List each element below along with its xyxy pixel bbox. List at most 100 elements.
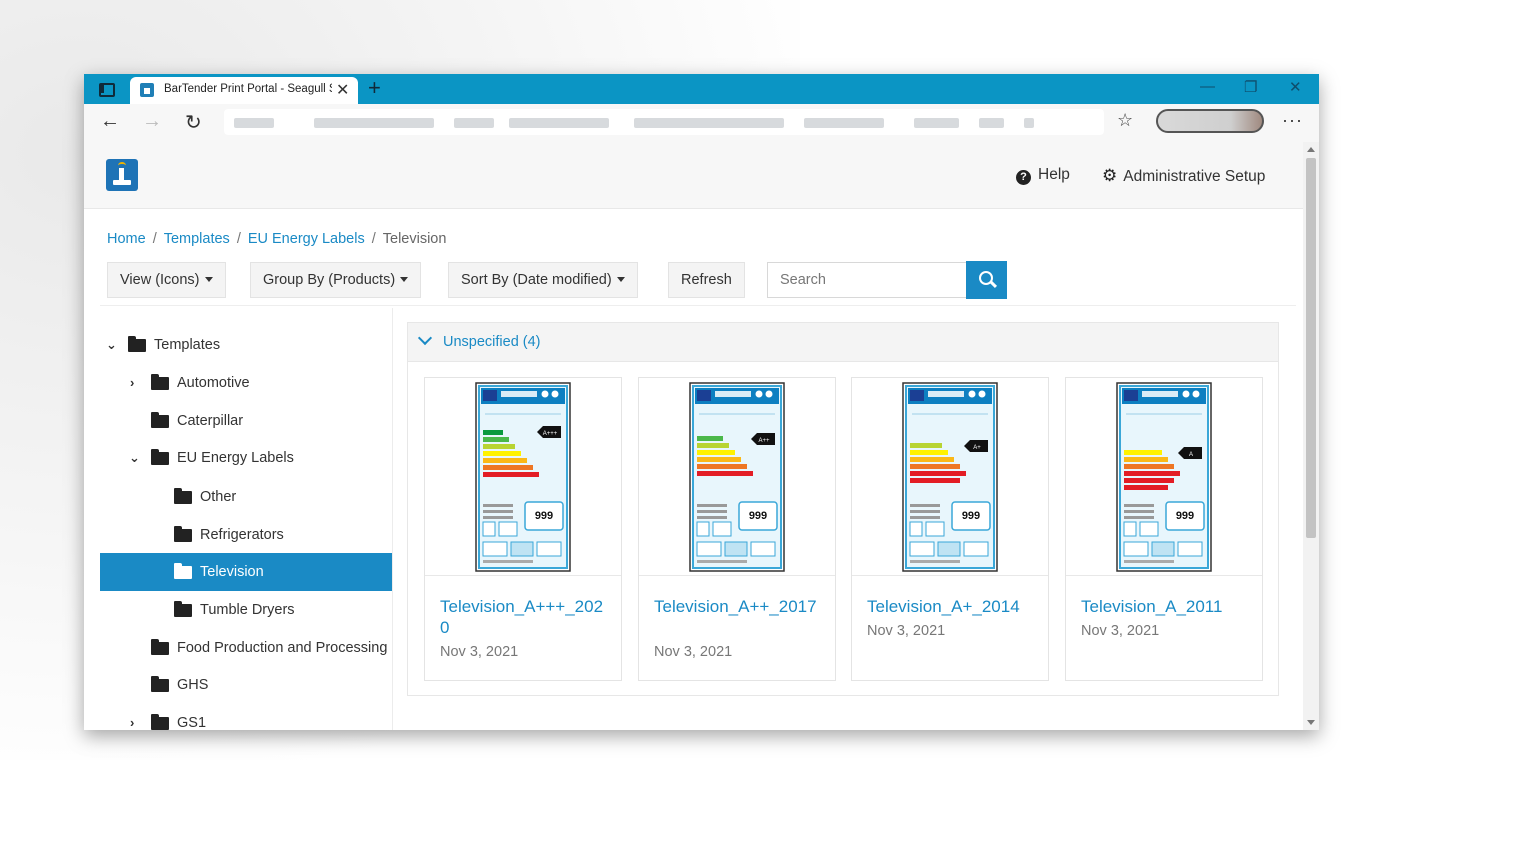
sort-by-dropdown[interactable]: Sort By (Date modified) [448,262,638,298]
group-title: Unspecified (4) [443,334,541,350]
energy-value: 999 [1176,510,1194,522]
tree-item-other[interactable]: Other [100,478,392,516]
template-card[interactable]: A+++ 999 Television_A+++_2020 Nov 3, 202… [424,377,622,681]
back-button[interactable]: ← [100,110,120,132]
folder-icon [151,449,169,465]
view-dropdown[interactable]: View (Icons) [107,262,226,298]
bartender-logo-icon[interactable] [106,159,138,191]
tree-item-food-production[interactable]: Food Production and Processing [100,629,392,667]
tab-title: BarTender Print Portal - Seagull S [164,83,332,95]
url-field[interactable] [224,109,1104,135]
folder-icon [128,336,146,352]
page-scrollbar[interactable] [1303,142,1319,730]
minimize-button[interactable]: — [1200,78,1215,95]
tree-item-eu-energy-labels[interactable]: ⌄ EU Energy Labels [100,439,392,477]
close-window-button[interactable]: ✕ [1289,79,1302,96]
energy-value: 999 [535,510,553,522]
template-name-link[interactable]: Television_A_2011 [1081,597,1223,616]
template-thumbnail[interactable]: A++ 999 [639,378,835,576]
tree-item-caterpillar[interactable]: Caterpillar [100,402,392,440]
energy-rating: A+++ [543,431,558,437]
tab-actions-icon[interactable] [92,79,120,99]
bartender-favicon-icon [140,83,154,97]
folder-icon [151,714,169,730]
energy-label-preview: A++ 999 [689,382,785,572]
template-card[interactable]: A 999 Television_A_2011 Nov 3, 2021 [1065,377,1263,681]
template-date: Nov 3, 2021 [440,644,519,660]
template-name-link[interactable]: Television_A+++_2020 [440,597,604,637]
help-link[interactable]: ? Help [1016,166,1070,185]
energy-value: 999 [749,510,767,522]
browser-window: BarTender Print Portal - Seagull S ✕ + —… [84,74,1319,730]
folder-icon [151,374,169,390]
template-date: Nov 3, 2021 [867,623,946,639]
favorites-icon[interactable]: ☆ [1117,110,1134,130]
template-name-link[interactable]: Television_A+_2014 [867,597,1020,616]
breadcrumb-eu-energy-labels[interactable]: EU Energy Labels [247,231,365,247]
tree-item-refrigerators[interactable]: Refrigerators [100,516,392,554]
folder-icon [174,526,192,542]
tab-close-icon[interactable]: ✕ [336,82,350,99]
reload-button[interactable]: ↻ [185,112,202,134]
new-tab-button[interactable]: + [368,75,381,100]
template-date: Nov 3, 2021 [654,644,733,660]
energy-value: 999 [962,510,980,522]
energy-label-preview: A+++ 999 [475,382,571,572]
search-button[interactable] [966,261,1007,299]
energy-rating: A+ [973,445,981,451]
folder-icon [151,676,169,692]
more-menu-button[interactable]: ··· [1282,110,1303,130]
browser-tab[interactable]: BarTender Print Portal - Seagull S ✕ [130,77,358,104]
energy-rating: A [1189,452,1193,458]
folder-icon [174,601,192,617]
search-input[interactable] [767,262,967,298]
folder-icon [151,412,169,428]
tree-item-ghs[interactable]: GHS [100,666,392,704]
chevron-right-icon[interactable]: › [130,715,135,730]
scroll-down-icon[interactable] [1307,720,1315,725]
template-group-panel: Unspecified (4) [407,322,1279,696]
tree-item-gs1[interactable]: › GS1 [100,704,392,730]
app-header: ? Help ⚙ Administrative Setup [84,142,1303,209]
restore-button[interactable]: ❐ [1244,79,1258,96]
energy-rating: A++ [758,438,770,444]
breadcrumb: Home / Templates / EU Energy Labels / Televisi… [107,231,447,247]
group-header[interactable]: Unspecified (4) [408,323,1278,362]
energy-label-preview: A 999 [1116,382,1212,572]
caret-down-icon [204,277,213,282]
folder-icon [151,639,169,655]
template-thumbnail[interactable]: A+++ 999 [425,378,621,576]
template-card[interactable]: A+ 999 Television_A+_2014 Nov 3, 2021 [851,377,1049,681]
question-circle-icon: ? [1016,170,1031,185]
chevron-down-icon[interactable]: ⌄ [106,337,117,352]
breadcrumb-templates[interactable]: Templates [163,231,230,247]
forward-button[interactable]: → [142,110,162,132]
refresh-button[interactable]: Refresh [668,262,745,298]
folder-tree: ⌄ Templates › Automotive Caterpillar ⌄ E… [100,326,392,730]
template-name-link[interactable]: Television_A++_2017 [654,597,817,616]
tree-item-automotive[interactable]: › Automotive [100,364,392,402]
administrative-setup-link[interactable]: ⚙ Administrative Setup [1102,166,1265,186]
folder-icon [174,563,192,579]
template-thumbnail[interactable]: A+ 999 [852,378,1048,576]
breadcrumb-current: Television [382,231,447,247]
template-date: Nov 3, 2021 [1081,623,1160,639]
energy-label-preview: A+ 999 [902,382,998,572]
group-by-dropdown[interactable]: Group By (Products) [250,262,422,298]
chevron-down-icon[interactable] [417,330,433,346]
caret-down-icon [616,277,625,282]
chevron-right-icon[interactable]: › [130,375,135,390]
scrollbar-thumb[interactable] [1306,158,1316,538]
browser-tab-bar: BarTender Print Portal - Seagull S ✕ + —… [84,74,1319,104]
folder-icon [174,488,192,504]
tree-item-tumble-dryers[interactable]: Tumble Dryers [100,591,392,629]
caret-down-icon [400,277,409,282]
template-thumbnail[interactable]: A 999 [1066,378,1262,576]
profile-button[interactable] [1156,109,1264,133]
chevron-down-icon[interactable]: ⌄ [129,450,140,465]
template-card[interactable]: A++ 999 Television_A++_2017 Nov 3, 2021 [638,377,836,681]
tree-item-templates[interactable]: ⌄ Templates [100,326,392,364]
tree-item-television[interactable]: Television [100,553,392,591]
scroll-up-icon[interactable] [1307,147,1315,152]
breadcrumb-home[interactable]: Home [107,231,146,247]
